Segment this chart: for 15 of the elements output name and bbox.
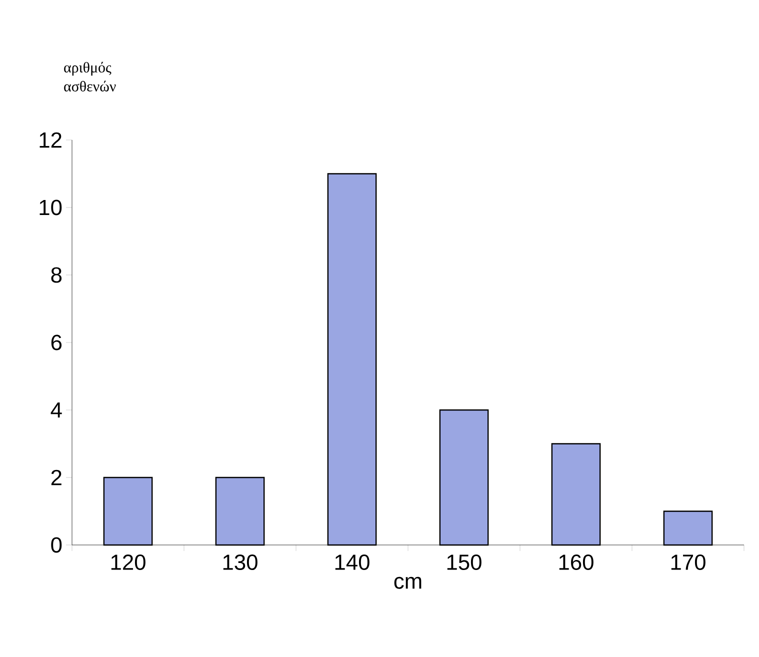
y-tick-label: 0 xyxy=(51,537,62,553)
y-tick-label: 8 xyxy=(51,267,62,283)
y-tick-label: 10 xyxy=(40,200,62,216)
x-tick-label: 120 xyxy=(111,554,146,570)
y-tick-label: 12 xyxy=(40,132,62,148)
x-tick-label: 130 xyxy=(223,554,258,570)
x-tick-label: 150 xyxy=(447,554,482,570)
x-axis-title: cm xyxy=(394,576,422,589)
y-tick-label: 2 xyxy=(51,470,62,486)
y-tick-label: 6 xyxy=(51,334,62,350)
x-tick-label: 160 xyxy=(559,554,594,570)
y-tick-label: 4 xyxy=(50,402,62,418)
x-tick-label: 170 xyxy=(671,554,706,570)
y-axis-title: αριθμός ασθενών xyxy=(64,62,116,92)
x-tick-label: 140 xyxy=(335,554,370,570)
